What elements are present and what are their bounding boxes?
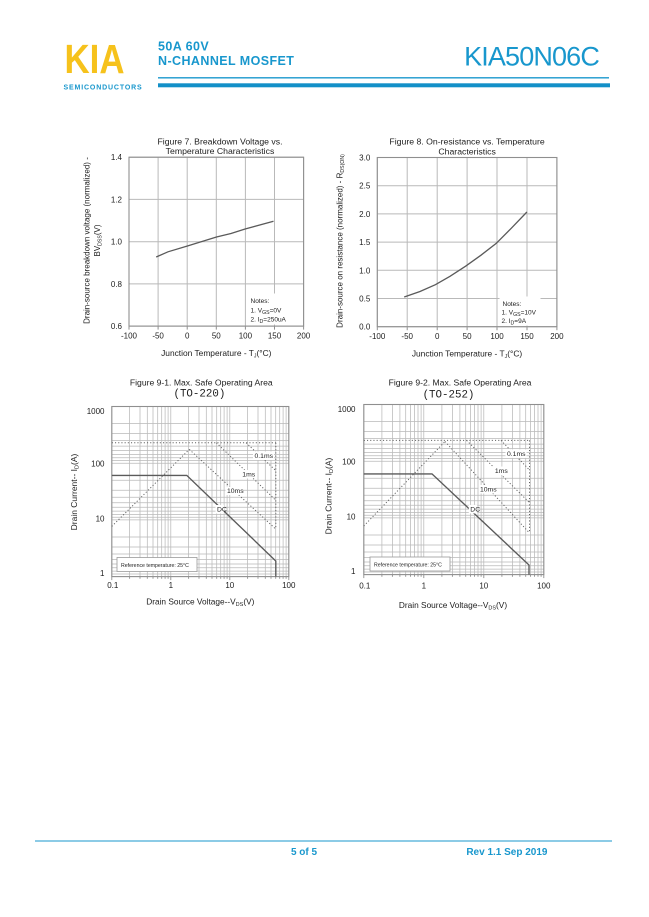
svg-text:200: 200 (550, 332, 564, 341)
svg-text:10: 10 (225, 581, 234, 590)
svg-text:1000: 1000 (87, 407, 105, 416)
svg-text:3.0: 3.0 (359, 154, 371, 163)
svg-text:10ms: 10ms (480, 487, 497, 494)
svg-text:1.5: 1.5 (359, 238, 371, 247)
svg-text:2.5: 2.5 (359, 182, 371, 191)
svg-text:BVDSS​(V): BVDSS​(V) (93, 224, 104, 256)
svg-text:10: 10 (96, 515, 105, 524)
svg-text:Drain Source Voltage--VDS​(V): Drain Source Voltage--VDS​(V) (146, 597, 254, 609)
svg-text:10: 10 (479, 582, 488, 591)
svg-text:KIA: KIA (65, 36, 125, 82)
svg-text:5 of 5: 5 of 5 (291, 847, 318, 858)
svg-text:0.1: 0.1 (107, 581, 119, 590)
svg-text:DC: DC (217, 507, 227, 514)
svg-text:10: 10 (347, 513, 356, 522)
svg-text:Figure 9-2. Max. Safe Operatin: Figure 9-2. Max. Safe Operating Area (389, 377, 532, 387)
svg-text:Drain-source on resistance (no: Drain-source on resistance (normalized) … (336, 154, 347, 328)
svg-text:1. VGS​=10V: 1. VGS​=10V (502, 309, 537, 318)
svg-text:1: 1 (351, 567, 356, 576)
svg-text:Figure 8. On-resistance vs. Te: Figure 8. On-resistance vs. Temperature (389, 137, 544, 147)
svg-text:-50: -50 (401, 332, 413, 341)
svg-text:2.0: 2.0 (359, 210, 371, 219)
svg-text:-100: -100 (369, 332, 386, 341)
svg-text:0.8: 0.8 (111, 280, 123, 289)
svg-text:(TO-252): (TO-252) (423, 390, 475, 402)
svg-text:Drain Current-- ID​(A): Drain Current-- ID​(A) (69, 453, 81, 530)
svg-text:100: 100 (239, 332, 253, 341)
svg-text:Figure 7. Breakdown Voltage vs: Figure 7. Breakdown Voltage vs. (157, 137, 282, 147)
svg-text:1ms: 1ms (495, 468, 508, 475)
svg-text:Characteristics: Characteristics (438, 147, 496, 157)
svg-text:0: 0 (435, 332, 440, 341)
svg-text:100: 100 (537, 582, 551, 591)
svg-text:0.1ms: 0.1ms (507, 451, 526, 458)
svg-text:1.0: 1.0 (359, 266, 371, 275)
svg-text:Figure 9-1. Max. Safe Operatin: Figure 9-1. Max. Safe Operating Area (130, 377, 273, 387)
svg-text:DC: DC (470, 506, 480, 513)
svg-text:150: 150 (268, 332, 282, 341)
svg-text:1: 1 (422, 582, 427, 591)
svg-text:0.0: 0.0 (359, 323, 371, 332)
svg-text:Notes:: Notes: (503, 301, 522, 308)
svg-text:2. ID​=250uA: 2. ID​=250uA (251, 317, 287, 326)
svg-text:N-CHANNEL MOSFET: N-CHANNEL MOSFET (158, 54, 294, 68)
svg-text:1: 1 (169, 581, 174, 590)
svg-text:1. VGS​=0V: 1. VGS​=0V (251, 308, 282, 317)
svg-text:Rev 1.1 Sep 2019: Rev 1.1 Sep 2019 (466, 847, 548, 858)
svg-text:1: 1 (100, 569, 105, 578)
svg-text:0.1ms: 0.1ms (255, 453, 274, 460)
svg-text:Notes:: Notes: (251, 298, 270, 305)
svg-text:Drain Current-- ID​(A): Drain Current-- ID​(A) (324, 457, 336, 534)
svg-text:Drain Source Voltage--VDS​(V): Drain Source Voltage--VDS​(V) (399, 600, 507, 612)
svg-text:SEMICONDUCTORS: SEMICONDUCTORS (64, 85, 143, 92)
svg-text:0.6: 0.6 (111, 322, 123, 331)
svg-text:-50: -50 (152, 332, 164, 341)
svg-text:1.0: 1.0 (111, 238, 123, 247)
svg-text:1.4: 1.4 (111, 153, 123, 162)
svg-text:100: 100 (282, 581, 296, 590)
svg-text:1ms: 1ms (242, 472, 255, 479)
svg-text:200: 200 (297, 332, 311, 341)
svg-text:1000: 1000 (338, 405, 356, 414)
svg-text:10ms: 10ms (227, 488, 244, 495)
svg-text:Reference temperature: 25°C: Reference temperature: 25°C (374, 563, 442, 569)
svg-text:100: 100 (342, 457, 356, 466)
svg-text:Junction Temperature - TJ​(°C): Junction Temperature - TJ​(°C) (412, 349, 523, 361)
svg-text:100: 100 (490, 332, 504, 341)
svg-text:Drain-source breakdown voltage: Drain-source breakdown voltage (normaliz… (83, 157, 92, 324)
svg-text:100: 100 (91, 459, 105, 468)
svg-text:-100: -100 (121, 332, 138, 341)
svg-text:Temperature Characteristics: Temperature Characteristics (166, 146, 275, 156)
svg-text:0: 0 (185, 332, 190, 341)
svg-text:1.2: 1.2 (111, 195, 123, 204)
svg-text:Reference temperature: 25°C: Reference temperature: 25°C (121, 563, 189, 569)
svg-text:50: 50 (212, 332, 221, 341)
svg-text:0.1: 0.1 (359, 582, 371, 591)
svg-text:Junction Temperature - TJ​(°C): Junction Temperature - TJ​(°C) (161, 348, 272, 360)
svg-text:(TO-220): (TO-220) (173, 389, 225, 401)
svg-text:2. ID​=9A: 2. ID​=9A (502, 318, 527, 327)
svg-text:0.5: 0.5 (359, 295, 371, 304)
svg-text:KIA50N06C: KIA50N06C (464, 42, 599, 72)
svg-text:50: 50 (463, 332, 472, 341)
svg-text:150: 150 (520, 332, 534, 341)
svg-text:50A 60V: 50A 60V (158, 40, 209, 54)
